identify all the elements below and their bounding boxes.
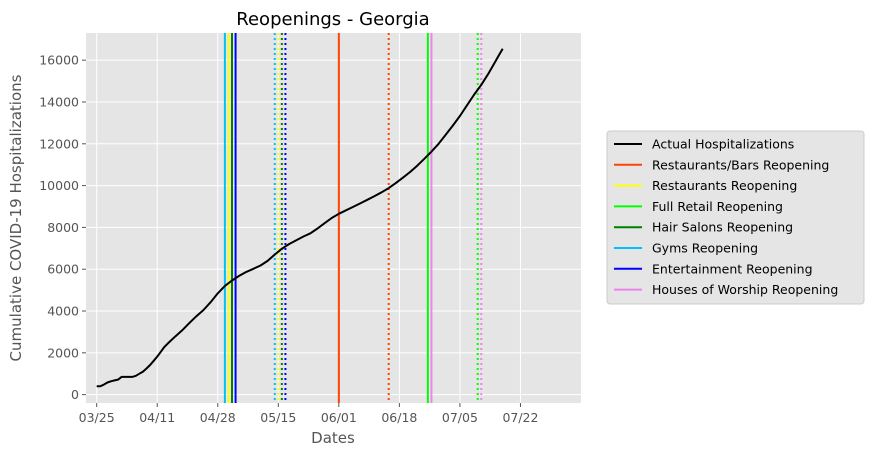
x-axis: 03/25 04/11 04/28 05/15 06/01 06/18 07/05 07/22 <box>79 403 538 425</box>
y-tick-label: 12000 <box>39 136 79 151</box>
y-axis: 0 2000 4000 6000 8000 10000 12000 14000 16000 <box>39 53 86 402</box>
legend: Actual Hospitalizations Restaurants/Bars … <box>606 130 865 305</box>
chart-title: Reopenings - Georgia <box>236 9 429 30</box>
y-axis-label: Cumulative COVID-19 Hospitalizations <box>7 74 25 361</box>
y-tick-label: 6000 <box>47 262 79 277</box>
legend-entry-label: Entertainment Reopening <box>652 261 813 276</box>
x-tick-label: 05/15 <box>260 410 296 425</box>
legend-entry-label: Full Retail Reopening <box>652 199 783 214</box>
x-tick-label: 04/28 <box>200 410 236 425</box>
legend-entry-label: Actual Hospitalizations <box>652 137 794 152</box>
y-tick-label: 10000 <box>39 178 79 193</box>
x-tick-label: 03/25 <box>79 410 115 425</box>
x-tick-label: 06/01 <box>321 410 357 425</box>
legend-entry-label: Restaurants Reopening <box>652 178 797 193</box>
series-group <box>96 48 504 388</box>
x-tick-label: 07/05 <box>442 410 478 425</box>
legend-box <box>606 130 865 305</box>
legend-entry-label: Gyms Reopening <box>652 241 758 256</box>
reopening-lines <box>223 33 483 403</box>
y-tick-label: 4000 <box>47 304 79 319</box>
x-tick-label: 06/18 <box>381 410 417 425</box>
legend-entry-label: Houses of Worship Reopening <box>652 282 838 297</box>
legend-entry-label: Hair Salons Reopening <box>652 220 793 235</box>
y-tick-label: 2000 <box>47 345 79 360</box>
y-tick-label: 0 <box>71 387 79 402</box>
x-tick-label: 07/22 <box>502 410 538 425</box>
x-axis-label: Dates <box>311 429 355 447</box>
y-tick-label: 8000 <box>47 220 79 235</box>
grid <box>86 33 581 403</box>
actual-hospitalizations-line <box>96 48 504 388</box>
legend-entry-label: Restaurants/Bars Reopening <box>652 157 829 172</box>
y-tick-label: 14000 <box>39 94 79 109</box>
y-tick-label: 16000 <box>39 53 79 68</box>
x-tick-label: 04/11 <box>139 410 175 425</box>
